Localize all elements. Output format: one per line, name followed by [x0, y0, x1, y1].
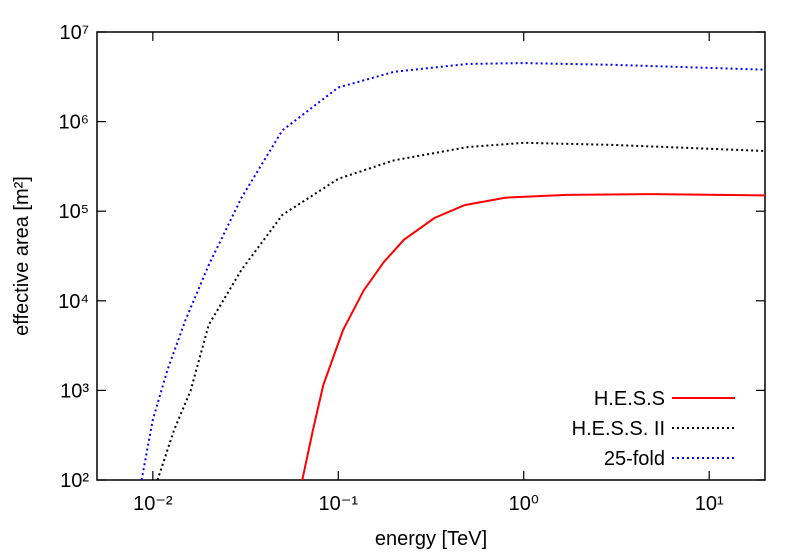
y-axis-label: effective area [m²] — [11, 176, 33, 336]
y-tick-label: 10² — [60, 470, 89, 492]
plot-lines — [140, 62, 765, 480]
legend-label: H.E.S.S — [594, 388, 665, 410]
series-line — [301, 193, 765, 480]
x-tick-label: 10⁻¹ — [319, 493, 359, 515]
legend-label: 25-fold — [604, 448, 665, 470]
y-tick-label: 10⁵ — [58, 201, 89, 223]
y-tick-label: 10⁶ — [59, 112, 89, 134]
plot-frame — [96, 31, 766, 481]
y-tick-label: 10⁴ — [58, 291, 89, 313]
y-tick-label: 10³ — [60, 380, 89, 402]
x-axis-label: energy [TeV] — [375, 528, 487, 550]
series-line — [140, 62, 765, 480]
legend-label: H.E.S.S. II — [572, 418, 665, 440]
y-tick-label: 10⁷ — [60, 22, 89, 44]
x-tick-label: 10⁰ — [509, 493, 539, 515]
x-tick-label: 10¹ — [695, 493, 724, 515]
x-tick-label: 10⁻² — [133, 493, 173, 515]
